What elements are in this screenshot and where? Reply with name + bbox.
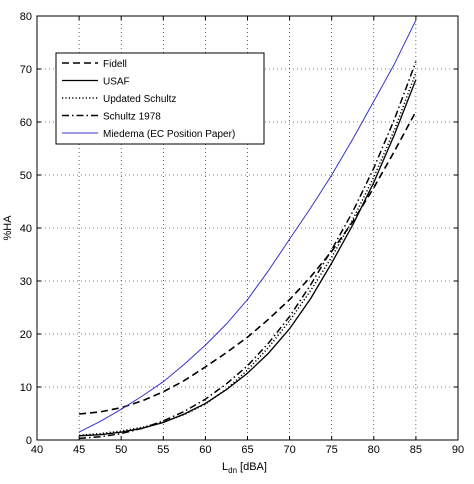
- x-axis-label-subscript: dn: [228, 466, 237, 475]
- series-line-4: [78, 19, 417, 433]
- x-tick-label: 60: [199, 444, 211, 456]
- y-tick-label: 10: [20, 382, 32, 394]
- x-tick-label: 40: [31, 444, 43, 456]
- x-tick-label: 70: [283, 444, 295, 456]
- legend-label: Updated Schultz: [103, 94, 176, 105]
- x-tick-label: 90: [452, 444, 464, 456]
- ticks: 40 45 50 55 60 65 70 75 80 85 90 0 10 20 30 40 50 60 70 80: [20, 11, 464, 456]
- grid: [37, 16, 458, 440]
- y-axis-label: %HA: [2, 215, 14, 241]
- x-tick-label: 80: [368, 444, 380, 456]
- y-tick-label: 0: [26, 435, 32, 447]
- legend-box: [55, 52, 265, 145]
- y-tick-label: 20: [20, 329, 32, 341]
- y-tick-label: 70: [20, 64, 32, 76]
- y-tick-label: 40: [20, 223, 32, 235]
- y-tick-label: 60: [20, 117, 32, 129]
- y-tick-label: 80: [20, 11, 32, 23]
- x-axis-label: Ldn [dBA]: [222, 461, 267, 475]
- x-tick-label: 45: [73, 444, 85, 456]
- y-tick-label: 50: [20, 170, 32, 182]
- x-tick-label: 65: [241, 444, 253, 456]
- series-line-1: [79, 79, 417, 437]
- x-tick-label: 85: [410, 444, 422, 456]
- y-tick-label: 30: [20, 276, 32, 288]
- x-axis-label-main: L: [222, 461, 228, 473]
- legend-label: Fidell: [103, 59, 127, 70]
- x-tick-label: 75: [326, 444, 338, 456]
- legend-label: USAF: [103, 77, 130, 88]
- series-layer: [78, 19, 417, 440]
- x-axis-label-unit: [dBA]: [240, 461, 267, 473]
- legend-label: Schultz 1978: [103, 112, 161, 123]
- legend-label: Miedema (EC Position Paper): [103, 129, 235, 140]
- x-tick-label: 55: [157, 444, 169, 456]
- legend: Fidell USAF Updated Schultz Schultz 1978 Mie…: [55, 52, 265, 145]
- x-tick-label: 50: [115, 444, 127, 456]
